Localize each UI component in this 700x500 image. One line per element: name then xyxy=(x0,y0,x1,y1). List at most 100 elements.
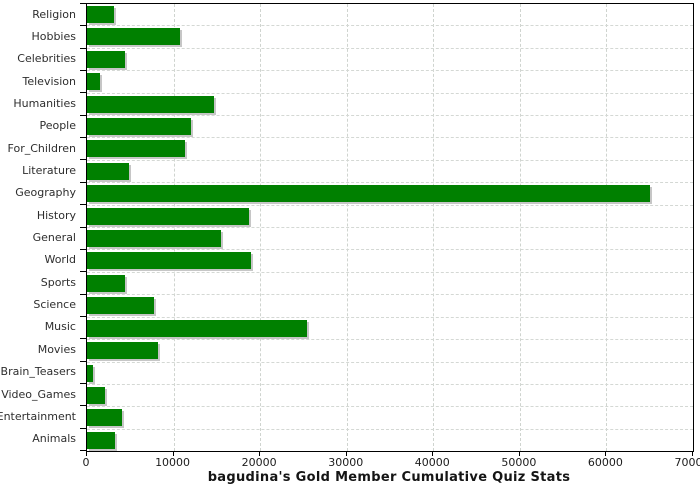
bar-geography xyxy=(87,185,650,203)
y-tick-mark xyxy=(80,249,86,250)
y-tick-mark xyxy=(80,182,86,183)
category-label-television: Television xyxy=(22,74,77,88)
bar-for_children xyxy=(87,140,185,158)
x-tick-mark-10000 xyxy=(172,451,174,456)
category-label-music: Music xyxy=(44,320,76,334)
category-label-literature: Literature xyxy=(22,164,76,178)
category-label-general: General xyxy=(32,231,76,245)
bar-television xyxy=(87,73,100,91)
category-label-science: Science xyxy=(33,298,76,312)
chart-title: bagudina's Gold Member Cumulative Quiz S… xyxy=(207,470,571,485)
x-tick-mark-50000 xyxy=(518,451,520,456)
category-label-entertainment: Entertainment xyxy=(0,409,76,423)
bar-sports xyxy=(87,274,126,292)
y-tick-mark xyxy=(80,294,86,295)
x-tick-mark-60000 xyxy=(605,451,607,456)
category-label-for_children: For_Children xyxy=(7,141,76,155)
bar-row-religion xyxy=(87,4,693,27)
y-tick-mark xyxy=(80,316,86,317)
bar-movies xyxy=(87,342,158,360)
category-label-world: World xyxy=(44,253,76,267)
bar-row-people xyxy=(87,116,693,139)
bar-people xyxy=(87,118,191,136)
category-label-movies: Movies xyxy=(37,342,76,356)
bar-row-literature xyxy=(87,161,693,184)
y-tick-mark xyxy=(80,271,86,272)
bar-row-world xyxy=(87,250,693,273)
bar-humanities xyxy=(87,95,215,113)
bar-row-general xyxy=(87,228,693,251)
category-label-humanities: Humanities xyxy=(13,97,76,111)
category-label-celebrities: Celebrities xyxy=(17,52,76,66)
bar-science xyxy=(87,297,155,315)
category-label-brain_teasers: Brain_Teasers xyxy=(0,365,76,379)
y-tick-mark xyxy=(80,338,86,339)
y-axis-category-labels: Religion Hobbies Celebrities Television Huma… xyxy=(0,3,76,450)
bar-row-animals xyxy=(87,430,693,451)
x-tick-mark-0 xyxy=(86,451,87,456)
bar-row-hobbies xyxy=(87,26,693,49)
y-tick-mark xyxy=(80,159,86,160)
y-tick-mark xyxy=(80,92,86,93)
y-tick-mark xyxy=(80,3,86,4)
bar-entertainment xyxy=(87,409,123,427)
bar-music xyxy=(87,319,307,337)
bar-row-sports xyxy=(87,273,693,296)
bar-world xyxy=(87,252,252,270)
category-label-video_games: Video_Games xyxy=(1,387,76,401)
bar-animals xyxy=(87,431,116,449)
y-tick-mark xyxy=(80,70,86,71)
y-tick-mark xyxy=(80,450,86,451)
category-label-people: People xyxy=(39,119,76,133)
x-tick-label-70000: 70000 xyxy=(674,456,700,469)
bar-general xyxy=(87,230,222,248)
bar-row-entertainment xyxy=(87,407,693,430)
bar-celebrities xyxy=(87,50,126,68)
bar-literature xyxy=(87,162,129,180)
bar-row-for_children xyxy=(87,138,693,161)
y-tick-mark xyxy=(80,48,86,49)
bar-hobbies xyxy=(87,28,180,46)
y-tick-mark xyxy=(80,227,86,228)
bar-row-music xyxy=(87,318,693,341)
y-tick-mark xyxy=(80,115,86,116)
bar-video_games xyxy=(87,386,106,404)
x-tick-mark-70000 xyxy=(692,451,693,456)
x-tick-label-0: 0 xyxy=(82,456,90,469)
category-label-animals: Animals xyxy=(32,432,76,446)
bar-row-movies xyxy=(87,340,693,363)
x-tick-label-60000: 60000 xyxy=(587,456,623,469)
y-tick-mark xyxy=(80,405,86,406)
bar-brain_teasers xyxy=(87,364,93,382)
x-tick-label-50000: 50000 xyxy=(501,456,537,469)
category-label-hobbies: Hobbies xyxy=(31,30,76,44)
x-tick-label-10000: 10000 xyxy=(155,456,191,469)
y-tick-mark xyxy=(80,204,86,205)
bar-history xyxy=(87,207,249,225)
y-tick-mark xyxy=(80,361,86,362)
bar-religion xyxy=(87,6,115,23)
x-tick-mark-40000 xyxy=(432,451,434,456)
category-label-religion: Religion xyxy=(32,7,76,21)
y-tick-mark xyxy=(80,428,86,429)
x-tick-label-30000: 30000 xyxy=(328,456,364,469)
y-tick-mark xyxy=(80,137,86,138)
category-label-sports: Sports xyxy=(40,275,76,289)
bar-row-geography xyxy=(87,183,693,206)
bar-row-history xyxy=(87,206,693,229)
bar-row-video_games xyxy=(87,385,693,408)
y-tick-mark xyxy=(80,25,86,26)
y-tick-mark xyxy=(80,383,86,384)
x-tick-label-40000: 40000 xyxy=(414,456,450,469)
x-tick-mark-20000 xyxy=(259,451,261,456)
x-tick-label-20000: 20000 xyxy=(241,456,277,469)
bar-row-celebrities xyxy=(87,49,693,72)
category-label-geography: Geography xyxy=(15,186,76,200)
x-tick-mark-30000 xyxy=(345,451,347,456)
bar-row-science xyxy=(87,295,693,318)
plot-area xyxy=(86,3,694,452)
category-label-history: History xyxy=(36,208,76,222)
bar-row-brain_teasers xyxy=(87,363,693,385)
bar-row-television xyxy=(87,71,693,94)
